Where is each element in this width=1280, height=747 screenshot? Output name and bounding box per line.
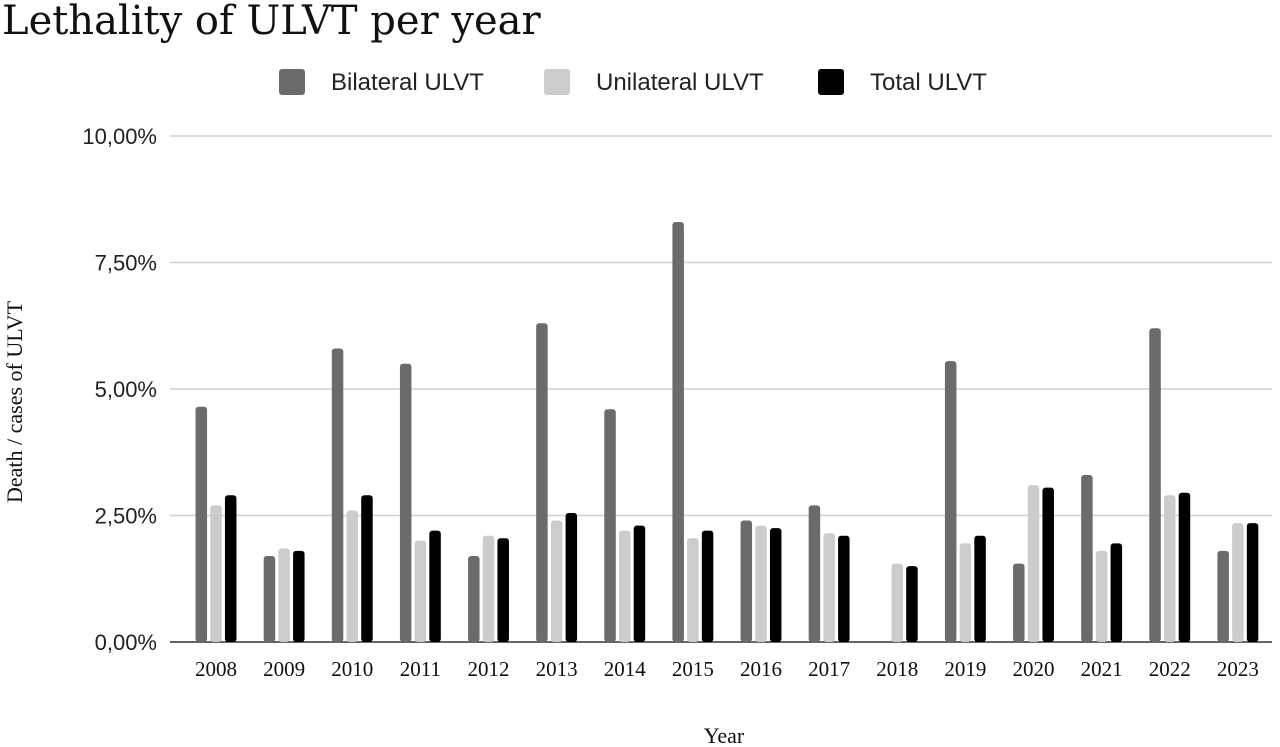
bar-total-2015 [701, 530, 714, 642]
bar-unilateral-2016 [755, 525, 767, 642]
x-tick-label: 2019 [944, 657, 986, 681]
legend-label-bilateral: Bilateral ULVT [331, 69, 484, 96]
x-axis-label: Year [704, 723, 745, 747]
x-tick-label: 2021 [1081, 657, 1123, 681]
bar-unilateral-2009 [278, 548, 290, 642]
bar-unilateral-2010 [346, 510, 358, 642]
bar-total-2020 [1042, 487, 1054, 642]
bar-bilateral-2015 [672, 222, 684, 642]
legend-swatch-unilateral [544, 69, 570, 95]
y-tick-label: 5,00% [95, 377, 157, 402]
bar-total-2017 [838, 535, 850, 642]
bar-unilateral-2013 [550, 520, 563, 642]
x-tick-label: 2008 [195, 657, 237, 681]
bar-bilateral-2023 [1217, 550, 1229, 642]
x-tick-label: 2009 [263, 657, 305, 681]
x-tick-label: 2020 [1013, 657, 1055, 681]
legend: Bilateral ULVT Unilateral ULVT Total ULVT [279, 69, 987, 96]
y-axis-label: Death / cases of ULVT [2, 300, 27, 503]
y-tick-label: 7,50% [95, 251, 157, 276]
bar-unilateral-2023 [1232, 523, 1244, 642]
legend-swatch-total [818, 69, 844, 95]
bar-total-2009 [293, 550, 305, 642]
bar-unilateral-2019 [959, 543, 972, 642]
bar-bilateral-2016 [740, 520, 753, 642]
legend-label-total: Total ULVT [870, 69, 987, 96]
x-tick-label: 2018 [876, 657, 918, 681]
bar-unilateral-2012 [482, 535, 495, 642]
bar-unilateral-2020 [1027, 485, 1040, 642]
x-axis-ticks: 2008 2009 2010 2011 2012 2013 2014 2015 2016 2017… [195, 657, 1259, 681]
x-tick-label: 2014 [604, 657, 647, 681]
bar-bilateral-2010 [331, 348, 344, 642]
bar-unilateral-2017 [823, 533, 835, 642]
bar-bilateral-2012 [468, 555, 480, 642]
bar-unilateral-2021 [1095, 550, 1108, 642]
bar-bilateral-2021 [1081, 475, 1093, 642]
bar-unilateral-2008 [210, 505, 222, 642]
bar-total-2018 [906, 566, 918, 642]
bar-bilateral-2009 [263, 555, 276, 642]
bar-bilateral-2008 [195, 406, 208, 642]
x-tick-label: 2017 [808, 657, 850, 681]
bar-total-2023 [1246, 523, 1259, 642]
bar-total-2010 [361, 495, 373, 642]
y-tick-label: 2,50% [95, 504, 157, 529]
bar-bilateral-2017 [808, 505, 821, 642]
bar-total-2013 [565, 512, 578, 642]
bar-bilateral-2020 [1013, 563, 1025, 642]
bars [195, 222, 1259, 642]
bar-unilateral-2018 [891, 563, 903, 642]
x-tick-label: 2010 [331, 657, 373, 681]
chart-title: Lethality of ULVT per year [2, 0, 542, 44]
legend-label-unilateral: Unilateral ULVT [596, 69, 764, 96]
bar-unilateral-2014 [619, 530, 631, 642]
y-tick-label: 10,00% [82, 124, 157, 149]
bar-total-2016 [769, 528, 782, 642]
bar-total-2022 [1178, 492, 1191, 642]
bar-bilateral-2011 [399, 363, 412, 642]
x-tick-label: 2015 [672, 657, 714, 681]
x-tick-label: 2023 [1217, 657, 1259, 681]
y-tick-label: 0,00% [95, 630, 157, 655]
x-tick-label: 2013 [536, 657, 578, 681]
x-tick-label: 2012 [468, 657, 510, 681]
bar-unilateral-2022 [1164, 495, 1176, 642]
bar-unilateral-2015 [687, 538, 699, 642]
bar-bilateral-2014 [604, 409, 616, 642]
legend-swatch-bilateral [279, 69, 305, 95]
x-tick-label: 2011 [400, 657, 441, 681]
x-tick-label: 2022 [1149, 657, 1191, 681]
y-axis-ticks: 0,00% 2,50% 5,00% 7,50% 10,00% [82, 124, 157, 655]
bar-total-2021 [1110, 543, 1123, 642]
bar-total-2019 [974, 535, 986, 642]
bar-unilateral-2011 [414, 540, 427, 642]
bar-bilateral-2013 [536, 323, 548, 642]
bar-bilateral-2019 [944, 361, 957, 642]
bar-total-2008 [224, 495, 237, 642]
bar-total-2012 [497, 538, 509, 642]
bar-bilateral-2022 [1149, 328, 1161, 642]
bar-total-2014 [633, 525, 646, 642]
x-tick-label: 2016 [740, 657, 782, 681]
bar-total-2011 [429, 530, 441, 642]
